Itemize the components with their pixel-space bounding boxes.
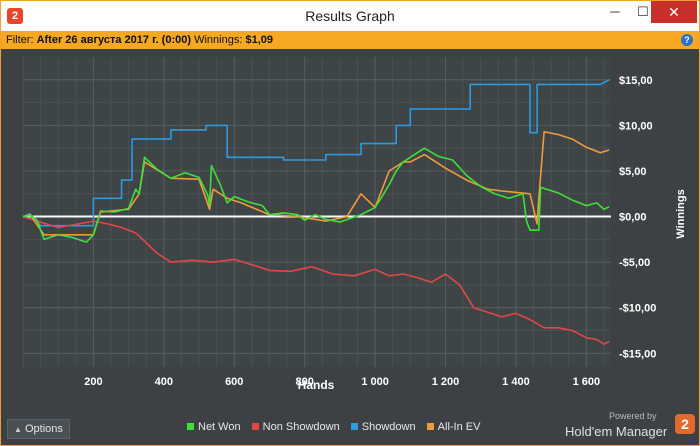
legend-item-non-showdown[interactable]: Non Showdown [251, 421, 340, 433]
brand-logo-icon: 2 [675, 414, 695, 434]
minimize-button[interactable]: ─ [610, 4, 620, 19]
non-showdown-swatch [251, 423, 259, 430]
window-title: Results Graph [305, 8, 395, 24]
y-tick-label: $0,00 [619, 212, 647, 224]
filter-value: After 26 августа 2017 г. (0:00) [36, 34, 192, 46]
all-in-ev-swatch [426, 423, 434, 430]
app-logo-icon: 2 [7, 8, 23, 24]
x-tick-label: 1 400 [502, 376, 530, 388]
plot-area [23, 57, 611, 367]
maximize-button[interactable]: ☐ [637, 4, 649, 19]
x-axis-label: Hands [298, 378, 335, 392]
chart-grid [22, 57, 611, 367]
x-tick-label: 200 [84, 376, 102, 388]
series-line-non-showdown [22, 215, 610, 345]
x-tick-label: 1 200 [432, 376, 460, 388]
help-icon[interactable]: ? [681, 34, 693, 46]
y-tick-label: $5,00 [619, 166, 647, 178]
y-tick-label: -$5,00 [619, 257, 650, 269]
options-button[interactable]: ▲ Options [7, 419, 70, 439]
y-axis-ticks: $15,00 $10,00 $5,00 $0,00 -$5,00 -$10,00 -$15,… [619, 75, 656, 361]
net-won-swatch [187, 423, 194, 430]
powered-by-label: Powered by [609, 411, 657, 421]
legend-label: Net Won [198, 421, 241, 433]
y-tick-label: -$10,00 [619, 303, 656, 315]
legend-item-net-won[interactable]: Net Won [187, 421, 241, 433]
options-label: Options [24, 423, 63, 435]
legend-label: Showdown [361, 421, 416, 433]
y-tick-label: $10,00 [619, 120, 653, 132]
brand-name: Hold'em Manager [565, 424, 668, 439]
y-tick-label: -$15,00 [619, 348, 656, 360]
winnings-label: Winnings: [194, 34, 243, 46]
x-axis-ticks: 200 400 600 800 1 000 1 200 1 400 1 600 [84, 376, 600, 388]
legend-label: All-In EV [437, 421, 481, 433]
y-tick-label: $15,00 [619, 75, 653, 87]
x-tick-label: 600 [225, 376, 243, 388]
triangle-up-icon: ▲ [14, 425, 22, 434]
close-button[interactable]: ✕ [651, 1, 697, 23]
title-bar: 2 Results Graph ─ ☐ ✕ [1, 1, 699, 31]
chart-legend: Net Won Non Showdown Showdown All-In EV [187, 421, 488, 433]
filter-prefix: Filter: [6, 34, 34, 46]
series-line-showdown [22, 79, 610, 227]
x-tick-label: 1 600 [573, 376, 601, 388]
series-line-net-won [22, 147, 610, 243]
winnings-value: $1,09 [245, 34, 273, 46]
x-tick-label: 800 [295, 376, 313, 388]
y-axis-label: Winnings [675, 189, 687, 238]
legend-item-showdown[interactable]: Showdown [350, 421, 416, 433]
legend-label: Non Showdown [262, 421, 340, 433]
chart-series [22, 79, 611, 345]
filter-bar[interactable]: Filter: After 26 августа 2017 г. (0:00) … [1, 31, 699, 49]
legend-item-all-in-ev[interactable]: All-In EV [426, 421, 481, 433]
showdown-swatch [350, 423, 358, 430]
results-chart: 200 400 600 800 1 000 1 200 1 400 1 600 $15,00$… [22, 57, 687, 392]
x-tick-label: 1 000 [361, 376, 389, 388]
x-tick-label: 400 [155, 376, 173, 388]
